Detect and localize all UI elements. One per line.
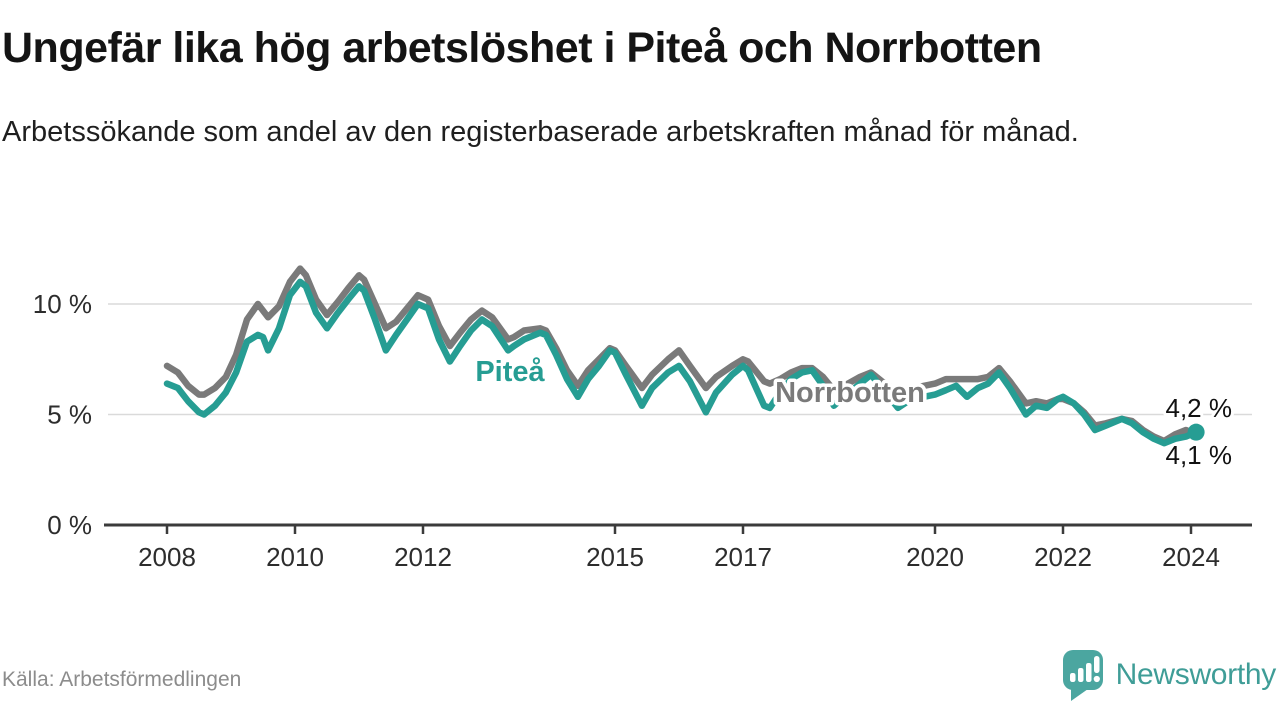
page-subtitle: Arbetssökande som andel av den registerb… [2,116,1079,148]
x-tick-label: 2008 [138,542,196,572]
unemployment-line-chart: 0 % 5 % 10 % 2008 2010 2012 2015 2017 2020 2022 20… [33,265,1252,572]
newsworthy-logo-text: Newsworthy [1115,658,1277,691]
x-tick-label: 2020 [906,542,964,572]
x-tick-label: 2015 [586,542,644,572]
end-dot-Piteå [1187,423,1205,441]
page-title: Ungefär lika hög arbetslöshet i Piteå oc… [2,24,1042,72]
series-label-Piteå: Piteå [475,356,545,388]
x-tick-label: 2022 [1034,542,1092,572]
newsworthy-logo: Newsworthy [1060,648,1276,702]
end-value-label-Piteå: 4,2 % [1166,393,1233,423]
newsworthy-logo-icon [1062,650,1103,701]
x-tick-label: 2012 [394,542,452,572]
y-tick-label: 10 % [33,289,92,319]
y-tick-label: 5 % [47,400,92,430]
source-note: Källa: Arbetsförmedlingen [2,668,242,691]
y-tick-label: 0 % [47,510,92,540]
x-tick-label: 2024 [1162,542,1220,572]
series-line-Piteå [163,278,1200,447]
x-tick-label: 2010 [266,542,324,572]
series-label-Norrbotten: Norrbotten [775,377,925,409]
chart-area: 0 % 5 % 10 % 2008 2010 2012 2015 2017 2020 2022 20… [0,212,1280,592]
x-tick-label: 2017 [714,542,772,572]
end-value-label-Norrbotten: 4,1 % [1166,440,1233,470]
series-line-Norrbotten [163,265,1200,445]
